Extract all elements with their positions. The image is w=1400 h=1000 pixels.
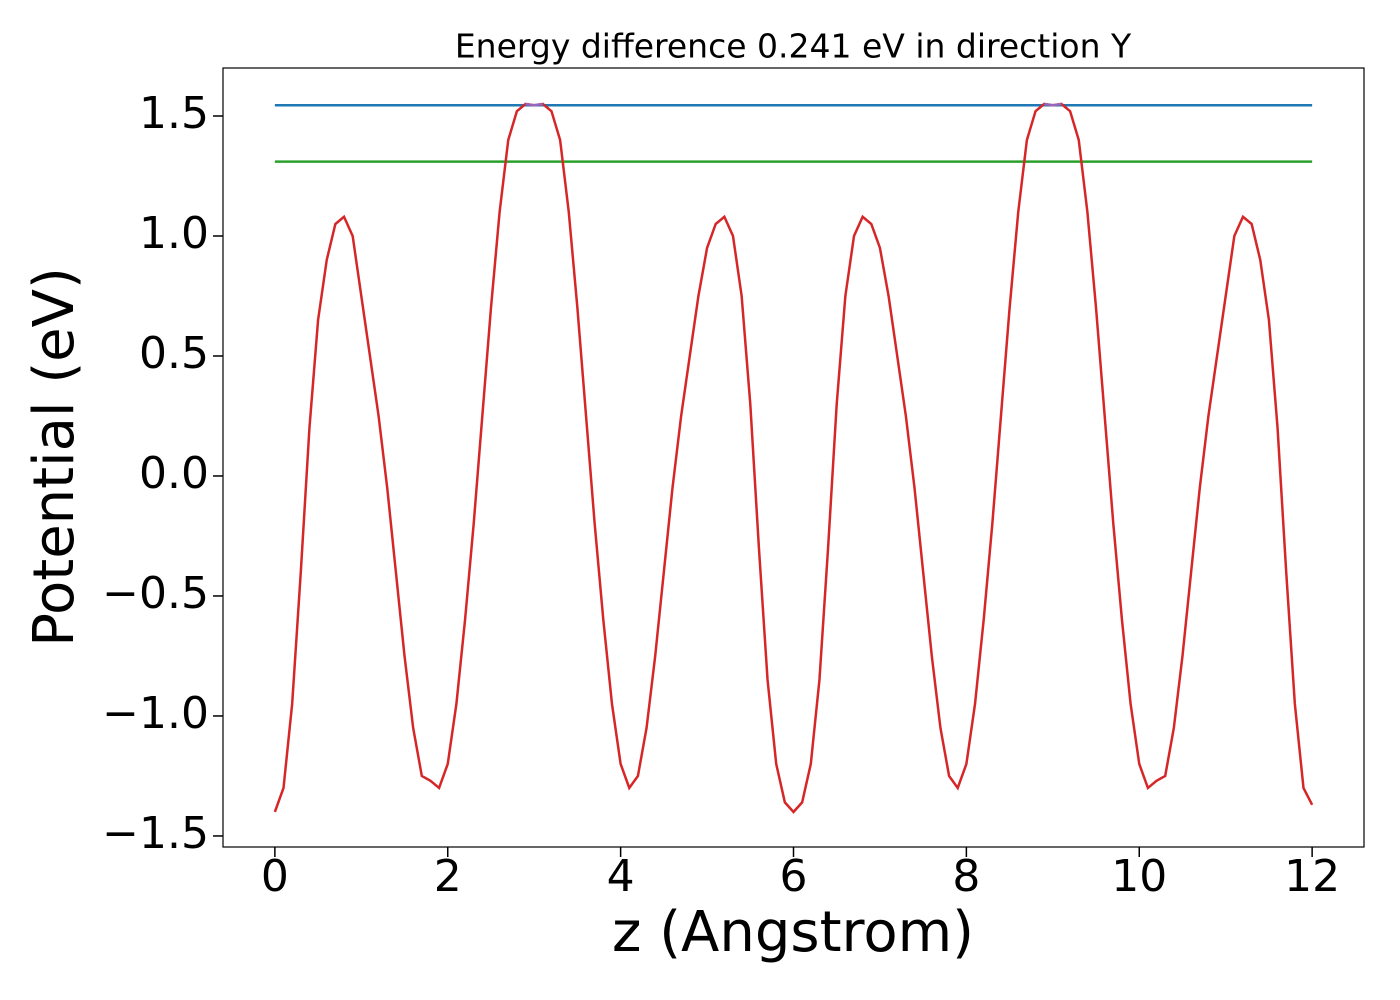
y-tick-label: 1.5 [139, 88, 209, 139]
x-axis-label: z (Angstrom) [612, 900, 974, 965]
y-tick-label: −1.5 [102, 808, 209, 859]
y-tick-label: 0.5 [139, 328, 209, 379]
series-line [525, 102, 1062, 107]
y-tick-label: 0.0 [139, 448, 209, 499]
chart-title: Energy difference 0.241 eV in direction … [455, 27, 1132, 66]
y-tick-label: −0.5 [102, 568, 209, 619]
x-tick-label: 8 [952, 851, 980, 902]
x-tick-label: 2 [434, 851, 462, 902]
x-tick-label: 0 [261, 851, 289, 902]
x-tick-label: 4 [607, 851, 635, 902]
x-tick-label: 6 [780, 851, 808, 902]
series-line [273, 102, 1314, 814]
x-tick-label: 10 [1111, 851, 1167, 902]
x-tick-label: 12 [1284, 851, 1340, 902]
y-tick-label: 1.0 [139, 208, 209, 259]
y-tick-label: −1.0 [102, 688, 209, 739]
y-axis-label: Potential (eV) [22, 267, 87, 647]
plot-frame [222, 67, 1365, 848]
